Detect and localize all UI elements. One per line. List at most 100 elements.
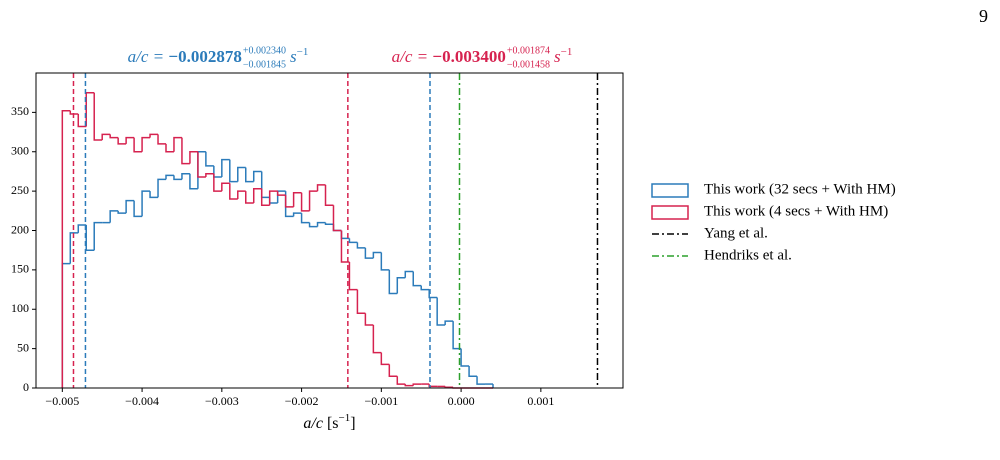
histogram-step	[316, 184, 326, 192]
histogram-step	[117, 137, 127, 145]
histogram-step	[173, 136, 182, 152]
histogram-step	[229, 183, 238, 200]
histogram-step	[468, 365, 478, 377]
x-tick-label: −0.004	[125, 394, 159, 408]
annotation-lhs: a/c =	[392, 47, 433, 66]
histogram-step	[332, 205, 342, 232]
histogram-step	[372, 251, 382, 259]
y-tick-label: 250	[11, 183, 29, 197]
y-tick-label: 300	[11, 144, 29, 158]
histogram-step	[149, 191, 159, 199]
page-number: 9	[979, 6, 988, 26]
histogram-step	[205, 151, 214, 167]
y-tick-label: 50	[17, 340, 29, 354]
y-tick-label: 350	[11, 104, 29, 118]
legend-label: Yang et al.	[704, 225, 768, 241]
annotation: a/c = −0.002878 +0.002340 −0.001845 s−1	[128, 45, 309, 70]
histogram-step	[260, 188, 270, 207]
histogram-step	[149, 133, 159, 138]
histogram-step	[356, 289, 366, 314]
annotation-upper: +0.002340	[243, 45, 286, 56]
x-tick-label: −0.003	[205, 394, 239, 408]
histogram-step	[404, 270, 414, 278]
histogram-step	[61, 110, 71, 388]
annotation-upper: +0.001874	[507, 45, 550, 56]
histogram-step	[452, 321, 462, 350]
annotation-value: −0.002878	[168, 47, 241, 66]
histogram-step	[85, 91, 95, 127]
histogram-step	[101, 133, 111, 140]
histogram-step	[308, 190, 318, 211]
histogram-step	[388, 364, 398, 377]
histogram-step	[197, 151, 206, 189]
histogram-step	[460, 348, 470, 367]
annotation-main: a/c = −0.002878	[128, 47, 242, 66]
histogram-step	[181, 173, 190, 180]
histogram-step	[356, 242, 366, 249]
annotation: a/c = −0.003400 +0.001874 −0.001458 s−1	[392, 45, 573, 70]
histogram-step	[117, 210, 127, 214]
y-tick-label: 200	[11, 222, 29, 236]
histogram-step	[77, 113, 87, 128]
histogram-step	[428, 289, 438, 299]
histogram-step	[340, 230, 350, 263]
x-label-exp: −1	[339, 412, 351, 424]
annotation-value: −0.003400	[432, 47, 505, 66]
histogram-step	[245, 191, 254, 204]
histogram-step	[93, 92, 103, 141]
histogram-step	[476, 376, 486, 385]
legend-label: This work (32 secs + With HM)	[704, 181, 896, 197]
histogram-step	[332, 224, 342, 232]
legend-label: Hendriks et al.	[704, 247, 792, 263]
x-label-open: [s	[327, 415, 339, 432]
histogram-step	[404, 384, 414, 387]
histogram-step	[252, 188, 262, 203]
legend-swatch	[651, 183, 689, 198]
histogram-step	[213, 165, 222, 178]
histogram-step	[173, 175, 182, 181]
histogram-step	[245, 167, 254, 183]
histogram-step	[412, 383, 422, 386]
x-tick-label: −0.001	[364, 394, 398, 408]
x-tick-label: 0.001	[527, 394, 554, 408]
histogram-step	[444, 386, 454, 388]
annotation-unit-exp: −1	[297, 46, 309, 58]
x-tick-label: 0.000	[448, 394, 475, 408]
histogram-step	[420, 285, 430, 291]
histogram-step	[284, 191, 294, 218]
histogram-step	[388, 269, 398, 295]
histogram-step	[125, 199, 135, 214]
histogram-step	[268, 197, 278, 204]
histogram-step	[276, 191, 286, 196]
histogram-step	[77, 224, 87, 233]
histogram-step	[165, 174, 174, 180]
histogram-step	[428, 384, 438, 388]
histogram-step	[109, 134, 119, 139]
annotation-unit-exp: −1	[561, 46, 573, 58]
annotation-lower: −0.001458	[507, 59, 550, 70]
histogram-step	[109, 210, 119, 223]
histogram-step	[300, 192, 310, 212]
histogram-step	[221, 158, 230, 177]
histogram-step	[141, 190, 151, 217]
histogram-step	[324, 184, 334, 207]
x-tick-label: −0.002	[285, 394, 319, 408]
histogram-step	[348, 238, 358, 244]
annotation-unit: s−1	[554, 46, 572, 66]
histogram-step	[205, 173, 214, 177]
histogram-step	[292, 212, 302, 217]
y-tick-label: 150	[11, 262, 29, 276]
annotation-lower: −0.001845	[243, 59, 286, 70]
histogram-step	[157, 134, 167, 145]
y-tick-label: 100	[11, 301, 29, 315]
histogram-step	[189, 173, 198, 190]
histogram-step	[308, 222, 318, 228]
histogram-step	[133, 200, 143, 218]
histogram-step	[85, 224, 95, 251]
histogram-step	[213, 173, 222, 192]
x-axis-label: a/c [s−1]	[303, 412, 355, 432]
histogram-step	[300, 213, 310, 224]
histogram-step	[276, 190, 286, 203]
histogram-step	[316, 221, 326, 227]
